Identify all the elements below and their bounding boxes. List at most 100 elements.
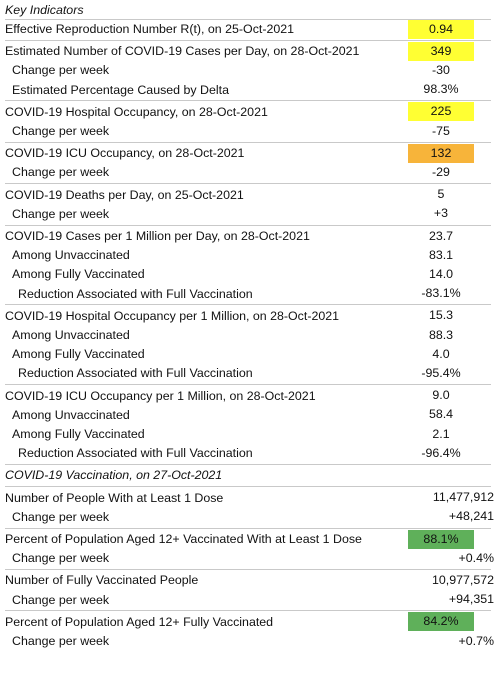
row-separator	[5, 463, 491, 465]
indicator-label: COVID-19 Deaths per Day, on 25-Oct-2021	[5, 187, 244, 202]
indicator-label: Among Unvaccinated	[12, 248, 130, 263]
key-indicators-title-row: Key Indicators	[0, 0, 498, 19]
row-separator	[5, 486, 491, 488]
indicator-row: Among Unvaccinated 58.4	[0, 405, 498, 424]
indicator-row: Percent of Population Aged 12+ Vaccinate…	[0, 529, 498, 549]
indicator-label: Percent of Population Aged 12+ Fully Vac…	[5, 614, 274, 629]
row-separator	[5, 224, 491, 226]
row-separator	[5, 100, 491, 102]
indicator-row: Change per week +3	[0, 204, 498, 223]
indicator-value-highlighted: 88.1%	[408, 529, 474, 549]
indicator-value: +0.7%	[458, 633, 494, 648]
key-indicators-title: Key Indicators	[5, 2, 84, 17]
indicator-value-highlighted: 0.94	[408, 19, 474, 39]
indicator-row: Among Fully Vaccinated 4.0	[0, 345, 498, 364]
indicator-label: COVID-19 Cases per 1 Million per Day, on…	[5, 229, 310, 243]
indicator-value: 98.3%	[423, 82, 459, 97]
row-separator	[5, 527, 491, 529]
indicator-label: Percent of Population Aged 12+ Vaccinate…	[5, 532, 362, 546]
indicator-value: -95.4%	[421, 365, 461, 380]
indicator-row: Change per week +0.7%	[0, 632, 498, 651]
indicator-value: 2.1	[432, 426, 450, 441]
indicator-label: Change per week	[12, 63, 110, 78]
indicator-label: Among Unvaccinated	[12, 407, 130, 422]
row-separator	[5, 610, 491, 612]
indicator-value-highlighted: 132	[408, 143, 474, 163]
indicator-value: +48,241	[448, 509, 494, 524]
indicator-value-highlighted: 349	[408, 41, 474, 61]
indicator-value: -75	[432, 123, 450, 138]
indicator-row: COVID-19 Hospital Occupancy per 1 Millio…	[0, 306, 498, 325]
indicator-value: 10,977,572	[431, 572, 494, 587]
indicator-value: 15.3	[428, 308, 454, 323]
indicator-row: COVID-19 ICU Occupancy, on 28-Oct-2021 13…	[0, 143, 498, 163]
indicator-label: Number of Fully Vaccinated People	[5, 573, 199, 588]
indicator-row: Estimated Percentage Caused by Delta 98.3…	[0, 80, 498, 99]
indicator-label: COVID-19 Hospital Occupancy per 1 Millio…	[5, 308, 340, 323]
indicator-label: Change per week	[12, 509, 110, 524]
indicator-row: Reduction Associated with Full Vaccinati…	[0, 284, 498, 303]
indicator-row: Estimated Number of COVID-19 Cases per D…	[0, 41, 498, 61]
row-separator	[5, 384, 491, 386]
indicator-label: COVID-19 Hospital Occupancy, on 28-Oct-2…	[5, 104, 268, 119]
indicator-value: 11,477,912	[432, 490, 494, 505]
vaccination-header-row: COVID-19 Vaccination, on 27-Oct-2021	[0, 466, 498, 485]
indicator-label: COVID-19 ICU Occupancy, on 28-Oct-2021	[5, 146, 245, 161]
indicator-value: -96.4%	[421, 445, 461, 460]
indicator-value: -30	[432, 62, 450, 77]
indicator-value: +94,351	[448, 592, 494, 607]
indicator-value: 88.3	[428, 327, 454, 342]
indicator-value: 9.0	[432, 388, 450, 403]
indicator-row: Change per week -29	[0, 163, 498, 182]
indicator-row: Change per week +94,351	[0, 590, 498, 609]
indicator-label: COVID-19 ICU Occupancy per 1 Million, on…	[5, 388, 316, 403]
indicator-value: 23.7	[428, 228, 454, 243]
indicator-label: Estimated Percentage Caused by Delta	[12, 82, 229, 97]
indicator-row: Effective Reproduction Number R(t), on 2…	[0, 19, 498, 39]
indicator-label: Change per week	[12, 551, 110, 566]
indicator-label: Reduction Associated with Full Vaccinati…	[18, 446, 253, 461]
row-separator	[5, 568, 491, 570]
row-separator	[5, 18, 491, 20]
indicator-value-highlighted: 84.2%	[408, 612, 474, 632]
indicator-row: Among Unvaccinated 88.3	[0, 326, 498, 345]
indicator-value: 58.4	[428, 407, 454, 422]
indicator-label: Number of People With at Least 1 Dose	[5, 490, 224, 505]
row-separator	[5, 183, 491, 185]
indicator-value: +0.4%	[458, 550, 494, 565]
indicator-row: Change per week +48,241	[0, 507, 498, 526]
indicator-value: 14.0	[428, 266, 454, 281]
indicator-label: Among Fully Vaccinated	[12, 267, 145, 282]
row-separator	[5, 304, 491, 306]
row-separator	[5, 141, 491, 143]
indicator-label: Estimated Number of COVID-19 Cases per D…	[5, 44, 360, 59]
indicator-row: COVID-19 ICU Occupancy per 1 Million, on…	[0, 386, 498, 405]
indicator-row: COVID-19 Hospital Occupancy, on 28-Oct-2…	[0, 102, 498, 122]
indicator-row: Among Fully Vaccinated 2.1	[0, 425, 498, 444]
indicator-row: Number of Fully Vaccinated People 10,977,…	[0, 571, 498, 590]
indicator-label: Among Unvaccinated	[12, 328, 130, 342]
indicator-value: 83.1	[428, 247, 454, 262]
indicator-label: Change per week	[12, 206, 110, 221]
indicator-value: -29	[432, 164, 450, 179]
indicator-row: Reduction Associated with Full Vaccinati…	[0, 444, 498, 463]
indicator-row: Number of People With at Least 1 Dose 11,…	[0, 488, 498, 507]
indicator-value: 4.0	[432, 346, 450, 361]
indicator-row: Reduction Associated with Full Vaccinati…	[0, 364, 498, 383]
indicator-label: Change per week	[12, 124, 110, 138]
indicator-row: Change per week -30	[0, 61, 498, 80]
indicator-value: +3	[433, 206, 449, 221]
indicator-row: Change per week +0.4%	[0, 549, 498, 568]
indicator-label: Reduction Associated with Full Vaccinati…	[18, 286, 253, 301]
indicator-row: Among Fully Vaccinated 14.0	[0, 265, 498, 284]
vaccination-title: COVID-19 Vaccination, on 27-Oct-2021	[5, 468, 223, 483]
indicator-row: COVID-19 Deaths per Day, on 25-Oct-2021 5	[0, 185, 498, 204]
indicator-label: Change per week	[12, 634, 110, 648]
indicator-label: Reduction Associated with Full Vaccinati…	[18, 366, 253, 381]
indicator-row: Among Unvaccinated 83.1	[0, 246, 498, 265]
indicator-value: -83.1%	[421, 286, 461, 301]
indicator-row: Percent of Population Aged 12+ Fully Vac…	[0, 612, 498, 632]
indicator-label: Change per week	[12, 165, 110, 180]
indicator-label: Effective Reproduction Number R(t), on 2…	[5, 22, 295, 36]
